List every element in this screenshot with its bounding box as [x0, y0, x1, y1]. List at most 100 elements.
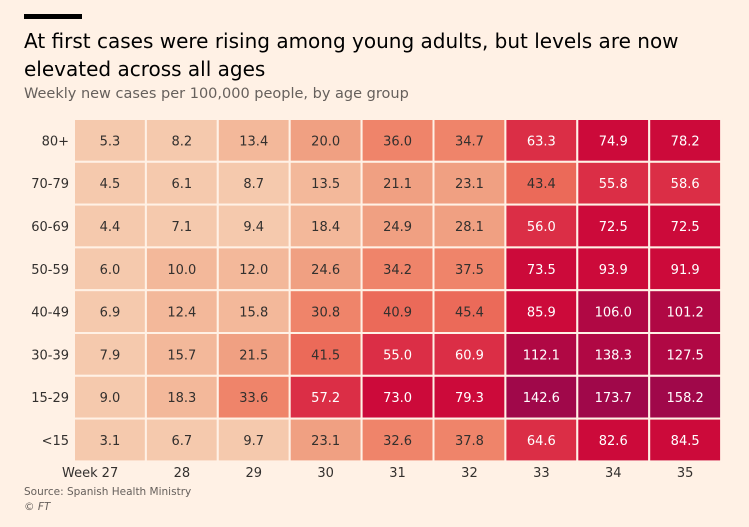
- x-tick-label: 31: [389, 466, 406, 481]
- x-tick-label: 32: [461, 466, 478, 481]
- chart-subtitle: Weekly new cases per 100,000 people, by …: [24, 86, 409, 102]
- x-tick-label: 33: [533, 466, 550, 481]
- heatmap-cell: [504, 118, 579, 163]
- y-tick-label: 40-49: [31, 306, 69, 321]
- heatmap-cell: [576, 118, 651, 163]
- cell-value-label: 9.0: [100, 391, 121, 406]
- cell-value-label: 84.5: [671, 434, 700, 449]
- cell-value-label: 8.2: [172, 134, 193, 149]
- y-tick-label: <15: [42, 434, 69, 449]
- cell-value-label: 12.4: [167, 306, 196, 321]
- heatmap-cell: [432, 417, 507, 463]
- cell-value-label: 28.1: [455, 220, 484, 235]
- heatmap-cell: [288, 289, 363, 335]
- heatmap-cell: [144, 289, 219, 335]
- heatmap-cell: [576, 417, 651, 463]
- cell-value-label: 6.9: [100, 306, 121, 321]
- heatmap-cell: [432, 246, 507, 292]
- heatmap-cell: [360, 160, 435, 206]
- heatmap-cell: [648, 289, 723, 335]
- cell-value-label: 57.2: [311, 391, 340, 406]
- cell-value-label: 43.4: [527, 177, 556, 192]
- cell-value-label: 36.0: [383, 134, 412, 149]
- heatmap-cell: [73, 417, 147, 463]
- cell-value-label: 9.4: [243, 220, 264, 235]
- heatmap-cell: [648, 203, 723, 249]
- chart-title: At first cases were rising among young a…: [24, 29, 679, 81]
- cell-value-label: 127.5: [667, 348, 704, 363]
- cell-value-label: 32.6: [383, 434, 412, 449]
- cell-value-label: 56.0: [527, 220, 556, 235]
- cell-value-label: 3.1: [100, 434, 121, 449]
- cell-value-label: 173.7: [595, 391, 632, 406]
- heatmap-cell: [504, 289, 579, 335]
- cell-value-label: 55.8: [599, 177, 628, 192]
- y-tick-label: 30-39: [31, 348, 69, 363]
- cell-value-label: 15.8: [239, 306, 268, 321]
- cell-value-label: 58.6: [671, 177, 700, 192]
- cell-value-label: 6.0: [100, 263, 121, 278]
- x-tick-label: 30: [317, 466, 334, 481]
- cell-value-label: 33.6: [239, 391, 268, 406]
- cell-value-label: 34.2: [383, 263, 412, 278]
- cell-value-label: 13.4: [239, 134, 268, 149]
- heatmap-cell: [73, 332, 147, 377]
- cell-value-label: 21.5: [239, 348, 268, 363]
- cell-value-label: 93.9: [599, 263, 628, 278]
- cell-value-label: 91.9: [671, 263, 700, 278]
- cell-value-label: 21.1: [383, 177, 412, 192]
- cell-value-label: 20.0: [311, 134, 340, 149]
- heatmap-cell: [360, 246, 435, 292]
- cell-value-label: 24.6: [311, 263, 340, 278]
- x-tick-label: 28: [174, 466, 191, 481]
- cell-value-label: 23.1: [311, 434, 340, 449]
- heatmap-cell: [144, 203, 219, 249]
- cell-value-label: 79.3: [455, 391, 484, 406]
- heatmap-cell: [648, 160, 723, 206]
- cell-value-label: 106.0: [595, 306, 632, 321]
- heatmap-cell: [576, 246, 651, 292]
- cell-value-label: 37.8: [455, 434, 484, 449]
- cell-value-label: 34.7: [455, 134, 484, 149]
- cell-value-label: 8.7: [243, 177, 264, 192]
- cell-value-label: 7.1: [172, 220, 193, 235]
- cell-value-label: 60.9: [455, 348, 484, 363]
- top-rule: [24, 14, 82, 19]
- cell-value-label: 74.9: [599, 134, 628, 149]
- x-tick-label: 34: [605, 466, 622, 481]
- cell-value-label: 40.9: [383, 306, 412, 321]
- cell-value-label: 5.3: [100, 134, 121, 149]
- heatmap-cell: [648, 246, 723, 292]
- y-tick-label: 15-29: [31, 391, 69, 406]
- x-tick-label: 29: [245, 466, 262, 481]
- cell-value-label: 4.5: [100, 177, 121, 192]
- heatmap-cell: [576, 374, 651, 420]
- cell-value-label: 85.9: [527, 306, 556, 321]
- heatmap-cell: [73, 374, 147, 420]
- heatmap-cell: [432, 160, 507, 206]
- cell-value-label: 64.6: [527, 434, 556, 449]
- cell-value-label: 13.5: [311, 177, 340, 192]
- cell-value-label: 138.3: [595, 348, 632, 363]
- cell-value-label: 37.5: [455, 263, 484, 278]
- heatmap-cell: [576, 289, 651, 335]
- copyright-note: © FT: [24, 501, 51, 513]
- y-tick-label: 60-69: [31, 220, 69, 235]
- cell-value-label: 78.2: [671, 134, 700, 149]
- cell-value-label: 6.7: [172, 434, 193, 449]
- cell-value-label: 101.2: [667, 306, 704, 321]
- cell-value-label: 55.0: [383, 348, 412, 363]
- cell-value-label: 73.0: [383, 391, 412, 406]
- cell-value-label: 18.3: [167, 391, 196, 406]
- x-axis-prefix: Week: [62, 466, 98, 481]
- cell-value-label: 41.5: [311, 348, 340, 363]
- cell-value-label: 10.0: [167, 263, 196, 278]
- heatmap-cell: [360, 203, 435, 249]
- cell-value-label: 4.4: [100, 220, 121, 235]
- heatmap-cell: [576, 160, 651, 206]
- heatmap-cell: [288, 332, 363, 377]
- heatmap-cell: [504, 203, 579, 249]
- heatmap-cell: [144, 246, 219, 292]
- cell-value-label: 6.1: [172, 177, 193, 192]
